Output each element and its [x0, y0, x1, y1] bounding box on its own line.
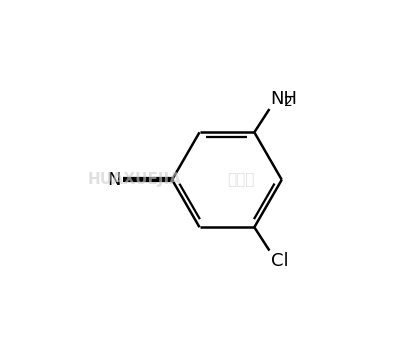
- Text: N: N: [107, 171, 120, 189]
- Text: NH: NH: [270, 90, 298, 108]
- Text: HUAXUEJIA: HUAXUEJIA: [87, 172, 181, 187]
- Text: 2: 2: [284, 95, 292, 109]
- Text: 化学加: 化学加: [227, 172, 254, 187]
- Text: Cl: Cl: [270, 252, 288, 270]
